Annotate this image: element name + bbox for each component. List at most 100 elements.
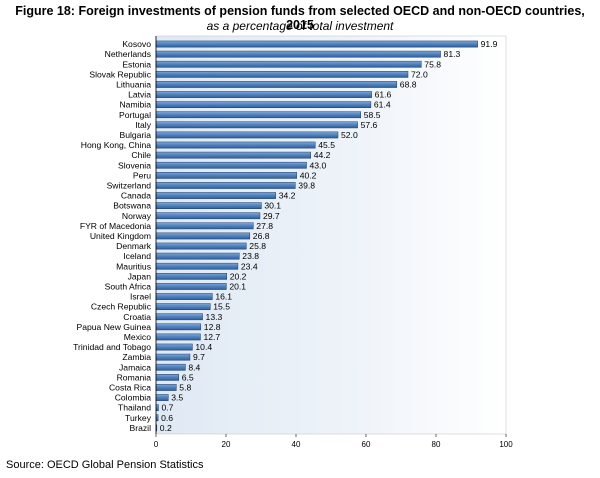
bar xyxy=(155,151,311,159)
value-label: 8.4 xyxy=(188,362,200,372)
bar xyxy=(155,293,213,300)
value-label: 16.1 xyxy=(215,292,232,302)
value-label: 57.6 xyxy=(361,120,378,130)
bar xyxy=(155,313,203,321)
value-label: 52.0 xyxy=(341,130,358,140)
bar xyxy=(155,222,254,230)
value-label: 5.8 xyxy=(179,382,191,392)
source-note: Source: OECD Global Pension Statistics xyxy=(6,459,204,471)
category-label: Estonia xyxy=(122,59,151,69)
bar xyxy=(155,394,169,401)
bar xyxy=(155,50,441,58)
category-label: Bulgaria xyxy=(119,130,151,140)
category-label: Italy xyxy=(135,120,151,130)
x-tick-label: 100 xyxy=(499,440,513,449)
value-label: 44.2 xyxy=(314,150,331,160)
bar xyxy=(155,232,251,240)
bar xyxy=(155,141,316,149)
bar xyxy=(155,374,179,381)
category-label: Zambia xyxy=(122,352,151,362)
bar xyxy=(155,303,211,310)
value-label: 10.4 xyxy=(195,342,212,352)
category-label: Mauritius xyxy=(116,261,151,271)
category-label: Colombia xyxy=(115,393,152,403)
value-label: 20.2 xyxy=(230,271,247,281)
category-label: Israel xyxy=(130,292,151,302)
bar xyxy=(155,192,276,199)
bar xyxy=(155,353,191,361)
category-label: Lithuania xyxy=(116,79,151,89)
value-label: 72.0 xyxy=(411,69,428,79)
value-label: 15.5 xyxy=(213,302,230,312)
category-label: United Kingdom xyxy=(90,231,151,241)
x-tick-label: 80 xyxy=(432,440,441,449)
category-label: Iceland xyxy=(123,251,151,261)
category-label: Norway xyxy=(122,211,152,221)
value-label: 81.3 xyxy=(444,49,461,59)
value-label: 12.7 xyxy=(203,332,220,342)
value-label: 29.7 xyxy=(263,211,280,221)
category-label: Jamaica xyxy=(119,362,151,372)
category-label: Canada xyxy=(121,191,151,201)
x-tick-label: 40 xyxy=(292,440,301,449)
bar xyxy=(155,384,177,391)
value-label: 9.7 xyxy=(193,352,205,362)
value-label: 68.8 xyxy=(400,79,417,89)
category-label: Slovak Republic xyxy=(89,69,151,79)
value-label: 0.6 xyxy=(161,413,173,423)
value-label: 75.8 xyxy=(424,59,441,69)
bar xyxy=(155,121,358,129)
category-label: Papua New Guinea xyxy=(76,322,151,332)
bar xyxy=(155,202,262,210)
category-label: Mexico xyxy=(124,332,151,342)
value-label: 61.4 xyxy=(374,100,391,110)
category-label: Romania xyxy=(117,372,152,382)
category-label: Switzerland xyxy=(107,180,152,190)
category-label: Hong Kong, China xyxy=(81,140,151,150)
value-label: 12.8 xyxy=(204,322,221,332)
bar xyxy=(155,161,307,169)
value-label: 91.9 xyxy=(481,39,498,49)
value-label: 26.8 xyxy=(253,231,270,241)
category-label: Croatia xyxy=(123,312,151,322)
category-label: Thailand xyxy=(118,403,151,413)
value-label: 61.6 xyxy=(375,90,392,100)
bar-chart: Kosovo 91.9 Netherlands 81.3 Estonia 75.8 Slov… xyxy=(73,35,513,449)
chart-subtitle: as a percentage of total investment xyxy=(206,19,394,33)
category-label: Peru xyxy=(133,170,151,180)
chart-title: Figure 18: Foreign investments of pensio… xyxy=(15,4,585,32)
value-label: 43.0 xyxy=(310,160,327,170)
bar xyxy=(155,111,361,119)
bar xyxy=(155,131,339,139)
value-label: 20.1 xyxy=(229,281,246,291)
value-label: 39.8 xyxy=(298,180,315,190)
bar xyxy=(155,273,227,280)
category-label: Turkey xyxy=(125,413,152,423)
bar xyxy=(155,283,227,290)
bar xyxy=(155,81,398,88)
value-label: 0.7 xyxy=(161,403,173,413)
category-label: Czech Republic xyxy=(91,302,152,312)
category-label: Slovenia xyxy=(118,160,151,170)
category-label: Latvia xyxy=(128,90,151,100)
bar xyxy=(155,333,201,341)
value-label: 30.1 xyxy=(264,201,281,211)
value-label: 23.4 xyxy=(241,261,258,271)
bar xyxy=(155,91,372,98)
bar xyxy=(155,363,186,371)
value-label: 25.8 xyxy=(249,241,266,251)
x-tick-label: 60 xyxy=(362,440,371,449)
category-label: Brazil xyxy=(130,423,152,433)
category-label: Chile xyxy=(131,150,151,160)
category-label: Japan xyxy=(128,271,152,281)
value-label: 45.5 xyxy=(318,140,335,150)
category-label: Denmark xyxy=(116,241,152,251)
bar xyxy=(155,40,478,48)
bar xyxy=(155,343,193,351)
bar xyxy=(155,252,240,260)
value-label: 13.3 xyxy=(206,312,223,322)
category-label: Costa Rica xyxy=(109,382,151,392)
value-label: 58.5 xyxy=(364,110,381,120)
bar xyxy=(155,212,261,220)
category-label: Botswana xyxy=(113,201,151,211)
